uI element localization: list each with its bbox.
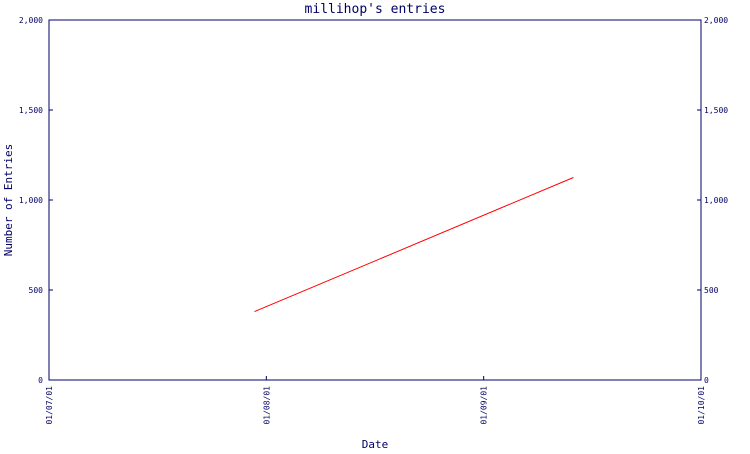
y-tick-label-right: 500: [704, 286, 719, 295]
y-tick-label-left: 1,500: [19, 106, 43, 115]
x-axis-label: Date: [362, 438, 389, 450]
x-tick-label: 01/07/01: [45, 386, 54, 425]
y-tick-label-left: 1,000: [19, 196, 43, 205]
y-axis-label: Number of Entries: [2, 144, 15, 257]
y-tick-label-right: 1,000: [704, 196, 728, 205]
chart-title: millihop's entries: [305, 2, 446, 17]
x-tick-label: 01/10/01: [697, 386, 706, 425]
y-tick-label-right: 0: [704, 376, 709, 385]
series-line: [254, 177, 574, 313]
y-tick-label-left: 2,000: [19, 16, 43, 25]
plot-frame: [48, 19, 702, 381]
x-tick-label: 01/08/01: [262, 386, 271, 425]
y-tick-label-left: 0: [38, 376, 43, 385]
y-tick-label-right: 1,500: [704, 106, 728, 115]
y-tick-label-right: 2,000: [704, 16, 728, 25]
y-tick-label-left: 500: [29, 286, 44, 295]
x-tick-label: 01/09/01: [480, 386, 489, 425]
